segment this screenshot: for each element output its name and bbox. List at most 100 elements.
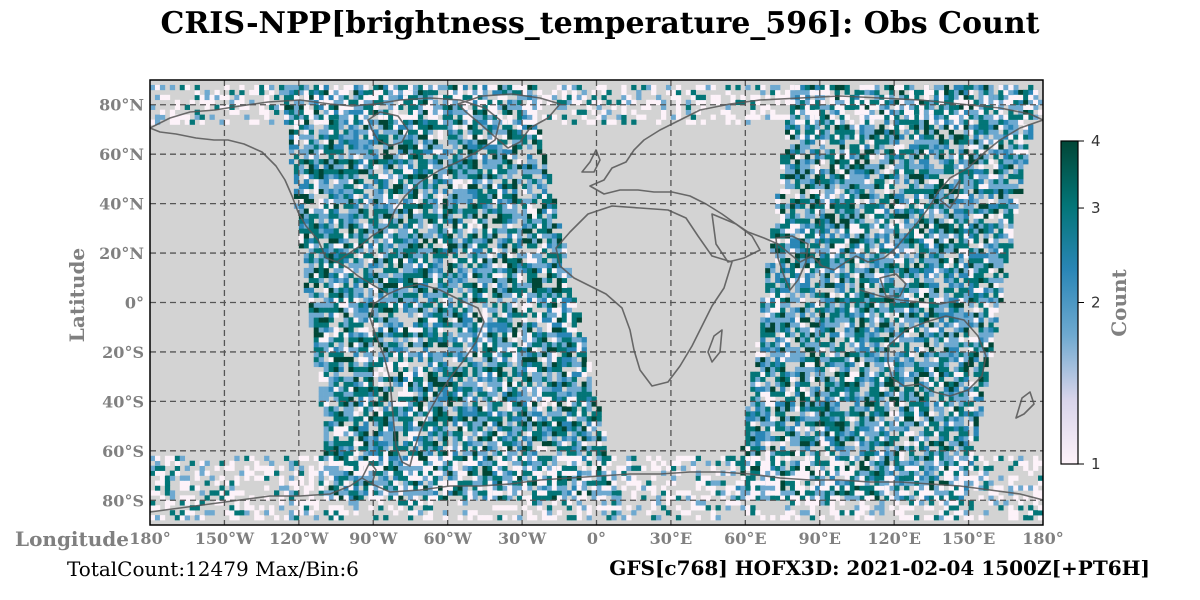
- heatmap-cell: [363, 376, 369, 382]
- heatmap-cell: [363, 411, 369, 417]
- heatmap-cell: [502, 381, 508, 387]
- heatmap-cell: [507, 198, 513, 204]
- heatmap-cell: [894, 386, 900, 392]
- heatmap-cell: [581, 480, 587, 486]
- heatmap-cell: [338, 213, 344, 219]
- heatmap-cell: [512, 144, 518, 150]
- heatmap-cell: [849, 495, 855, 501]
- heatmap-cell: [457, 421, 463, 427]
- heatmap-cell: [482, 327, 488, 333]
- heatmap-cell: [298, 223, 305, 229]
- heatmap-cell: [839, 421, 845, 427]
- heatmap-cell: [388, 238, 394, 244]
- heatmap-cell: [318, 347, 324, 353]
- heatmap-cell: [839, 361, 845, 368]
- heatmap-cell: [532, 267, 538, 274]
- heatmap-cell: [904, 371, 910, 377]
- heatmap-cell: [953, 426, 959, 432]
- heatmap-cell: [373, 356, 379, 363]
- heatmap-cell: [403, 84, 409, 91]
- heatmap-cell: [849, 411, 855, 417]
- heatmap-cell: [422, 149, 429, 155]
- heatmap-cell: [844, 351, 850, 358]
- heatmap-cell: [298, 193, 305, 199]
- heatmap-cell: [472, 213, 478, 219]
- heatmap-cell: [546, 495, 553, 501]
- heatmap-cell: [393, 307, 399, 313]
- heatmap-cell: [566, 332, 572, 338]
- heatmap-cell: [417, 396, 424, 402]
- heatmap-cell: [308, 129, 315, 135]
- heatmap-cell: [829, 376, 835, 382]
- heatmap-cell: [914, 416, 920, 422]
- heatmap-cell: [452, 238, 458, 244]
- heatmap-cell: [869, 391, 875, 397]
- heatmap-cell: [403, 401, 409, 407]
- heatmap-cell: [398, 406, 404, 412]
- heatmap-cell: [373, 445, 379, 452]
- heatmap-cell: [353, 84, 359, 91]
- heatmap-cell: [358, 480, 364, 486]
- heatmap-cell: [452, 450, 458, 457]
- heatmap-cell: [333, 292, 339, 298]
- heatmap-cell: [859, 490, 865, 496]
- heatmap-cell: [482, 347, 488, 353]
- heatmap-cell: [799, 376, 806, 382]
- heatmap-cell: [864, 470, 870, 476]
- heatmap-cell: [532, 460, 538, 466]
- heatmap-cell: [452, 119, 458, 125]
- heatmap-cell: [363, 89, 369, 96]
- heatmap-cell: [859, 376, 865, 382]
- heatmap-cell: [432, 253, 439, 259]
- heatmap-cell: [551, 327, 558, 333]
- heatmap-cell: [442, 386, 448, 392]
- heatmap-cell: [497, 287, 503, 293]
- heatmap-cell: [502, 347, 508, 353]
- heatmap-cell: [308, 297, 315, 303]
- heatmap-cell: [824, 416, 830, 422]
- heatmap-cell: [358, 104, 364, 110]
- heatmap-cell: [412, 129, 419, 135]
- heatmap-cell: [497, 243, 503, 249]
- heatmap-cell: [368, 223, 374, 229]
- heatmap-cell: [789, 485, 796, 491]
- heatmap-cell: [765, 495, 771, 501]
- heatmap-cell: [780, 490, 786, 496]
- heatmap-cell: [368, 129, 374, 135]
- heatmap-cell: [849, 490, 855, 496]
- heatmap-cell: [417, 475, 424, 481]
- heatmap-cell: [383, 351, 389, 358]
- heatmap-cell: [353, 267, 359, 274]
- heatmap-cell: [447, 297, 453, 303]
- heatmap-cell: [909, 391, 915, 397]
- heatmap-cell: [412, 337, 419, 343]
- heatmap-cell: [532, 277, 538, 284]
- heatmap-cell: [363, 431, 369, 437]
- heatmap-cell: [318, 149, 324, 155]
- heatmap-cell: [407, 149, 414, 155]
- heatmap-cell: [586, 416, 592, 422]
- heatmap-cell: [417, 223, 424, 229]
- heatmap-cell: [923, 436, 930, 442]
- heatmap-cell: [819, 436, 826, 442]
- heatmap-cell: [472, 164, 478, 170]
- heatmap-cell: [586, 386, 592, 392]
- heatmap-cell: [541, 317, 548, 323]
- heatmap-cell: [338, 238, 344, 244]
- heatmap-cell: [472, 154, 478, 160]
- heatmap-cell: [775, 411, 781, 417]
- heatmap-cell: [403, 396, 409, 402]
- heatmap-cell: [527, 277, 533, 284]
- heatmap-cell: [422, 89, 429, 96]
- heatmap-cell: [561, 440, 568, 447]
- heatmap-cell: [973, 421, 979, 427]
- heatmap-cell: [507, 426, 513, 432]
- heatmap-cell: [775, 356, 781, 363]
- heatmap-cell: [517, 371, 523, 377]
- heatmap-cell: [814, 371, 821, 377]
- heatmap-cell: [487, 342, 493, 348]
- heatmap-cell: [482, 272, 488, 279]
- heatmap-cell: [417, 104, 424, 110]
- heatmap-cell: [487, 361, 493, 368]
